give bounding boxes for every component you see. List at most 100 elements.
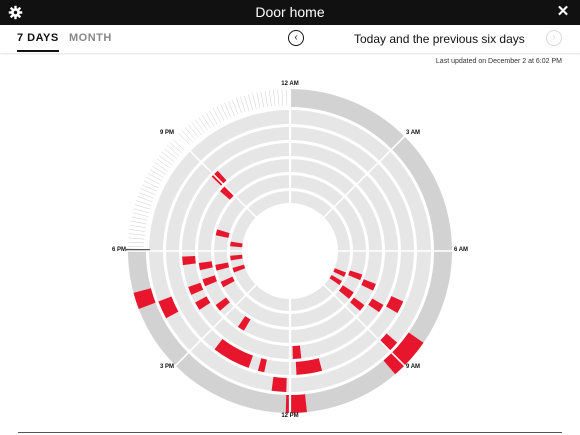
door-event-segment[interactable]	[292, 345, 302, 359]
future-tick	[220, 104, 228, 120]
future-tick	[260, 91, 265, 108]
door-event-segment[interactable]	[368, 298, 384, 313]
door-event-segment[interactable]	[386, 296, 404, 313]
day-ring-4	[290, 159, 382, 343]
future-tick	[128, 237, 145, 240]
door-event-segment[interactable]	[379, 333, 398, 351]
future-tick	[181, 130, 193, 143]
day-ring-3	[182, 143, 290, 359]
future-tick	[228, 101, 235, 117]
hour-divider	[174, 135, 258, 219]
day-ring-2	[166, 127, 290, 375]
future-tick	[205, 112, 215, 127]
day-ring-2	[290, 127, 414, 375]
future-tick	[201, 114, 212, 129]
door-event-segment[interactable]	[133, 288, 156, 310]
door-event-segment[interactable]	[215, 262, 230, 271]
future-tick	[264, 90, 268, 107]
door-event-segment[interactable]	[232, 264, 246, 273]
future-tick	[147, 173, 162, 182]
door-event-segment[interactable]	[220, 276, 235, 288]
future-tick	[169, 142, 182, 154]
tab-7-days[interactable]: 7 DAYS	[17, 31, 59, 52]
door-event-segment[interactable]	[361, 279, 376, 291]
future-tick	[128, 233, 145, 236]
door-event-segment[interactable]	[237, 316, 251, 331]
door-event-segment[interactable]	[348, 270, 363, 281]
door-event-segment[interactable]	[230, 241, 243, 248]
door-event-segment[interactable]	[188, 282, 204, 295]
future-tick	[232, 99, 239, 115]
future-tick	[236, 98, 242, 114]
hour-label-3am: 3 AM	[405, 130, 421, 136]
door-event-segment[interactable]	[333, 268, 347, 277]
date-range-label: Today and the previous six days	[354, 32, 525, 46]
door-event-segment[interactable]	[350, 297, 365, 311]
hour-label-12am: 12 AM	[281, 81, 299, 87]
toolbar: 7 DAYS MONTH ‹ Today and the previous si…	[0, 25, 580, 53]
day-ring-5	[214, 175, 290, 327]
future-tick	[248, 94, 253, 110]
future-tick	[273, 89, 276, 106]
hour-label-6pm: 6 PM	[111, 247, 127, 253]
day-ring-4	[198, 159, 290, 343]
future-tick	[142, 184, 157, 192]
day-ring-1	[290, 110, 431, 392]
future-tick	[130, 224, 146, 229]
future-tick	[149, 169, 164, 178]
future-tick	[216, 106, 225, 121]
future-tick	[135, 200, 152, 206]
door-event-segment[interactable]	[202, 275, 218, 287]
bottom-divider	[18, 432, 562, 433]
door-event-segment[interactable]	[215, 297, 230, 311]
future-tick	[252, 93, 257, 110]
door-event-segment[interactable]	[198, 261, 213, 271]
door-event-segment[interactable]	[329, 275, 342, 285]
day-ring-1	[149, 110, 290, 392]
door-event-segment[interactable]	[271, 376, 287, 392]
future-tick	[143, 180, 159, 189]
door-event-segment[interactable]	[215, 229, 230, 238]
future-tick	[128, 241, 145, 244]
last-updated-text: Last updated on December 2 at 6:02 PM	[435, 58, 562, 65]
gear-icon[interactable]	[7, 4, 24, 21]
future-tick	[277, 89, 280, 106]
door-event-segment[interactable]	[220, 185, 235, 200]
door-event-segment[interactable]	[211, 170, 227, 186]
hour-divider	[174, 283, 258, 367]
door-event-segment[interactable]	[295, 358, 323, 375]
close-icon[interactable]: ✕	[556, 3, 570, 20]
future-tick	[256, 92, 261, 109]
future-tick	[281, 89, 283, 106]
door-event-segment[interactable]	[230, 254, 243, 261]
future-tick	[198, 117, 208, 131]
future-tick	[161, 151, 175, 163]
future-tick	[172, 138, 185, 151]
chevron-left-icon[interactable]: ‹	[288, 30, 304, 46]
door-event-segment[interactable]	[195, 296, 211, 310]
chevron-right-icon[interactable]: ›	[546, 30, 562, 46]
hour-divider	[322, 283, 406, 367]
hour-divider	[322, 135, 406, 219]
door-event-segment[interactable]	[257, 358, 267, 373]
door-event-segment[interactable]	[182, 255, 196, 266]
hour-label-9pm: 9 PM	[159, 130, 175, 136]
door-event-segment[interactable]	[228, 347, 240, 362]
future-tick	[188, 124, 199, 138]
future-tick	[134, 204, 151, 210]
hour-label-6am: 6 AM	[453, 247, 469, 253]
door-event-segment[interactable]	[158, 296, 179, 319]
future-tick	[154, 162, 168, 172]
future-tick	[212, 108, 221, 123]
future-tick	[209, 110, 218, 125]
future-tick	[184, 127, 196, 140]
future-tick	[244, 95, 250, 111]
tab-month[interactable]: MONTH	[69, 32, 112, 44]
door-event-segment[interactable]	[338, 285, 354, 299]
title-bar: Door home ✕	[0, 0, 580, 25]
future-tick	[145, 176, 161, 185]
future-tick	[138, 192, 154, 199]
door-event-segment[interactable]	[383, 332, 424, 375]
future-tick	[133, 208, 150, 214]
door-events	[133, 170, 424, 413]
